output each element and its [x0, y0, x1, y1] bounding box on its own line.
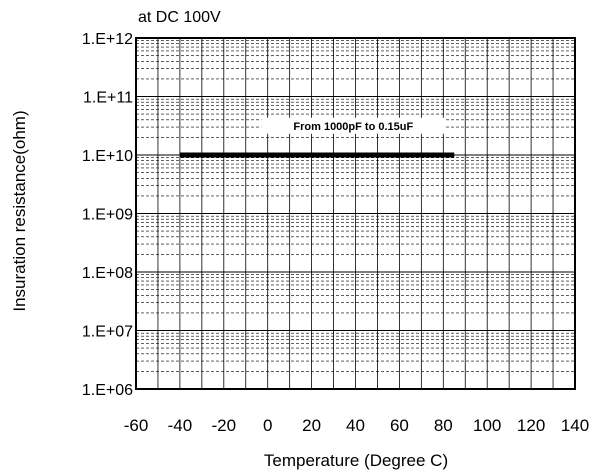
x-tick-label: 140	[561, 416, 589, 435]
annotation-label: From 1000pF to 0.15uF	[293, 121, 413, 133]
x-tick-label: 100	[473, 416, 501, 435]
y-tick-label: 1.E+07	[82, 324, 133, 341]
chart-title: at DC 100V	[138, 9, 221, 26]
x-tick-label: 40	[346, 416, 365, 435]
x-tick-label: 20	[302, 416, 321, 435]
y-tick-labels: 1.E+06 1.E+07 1.E+08 1.E+09 1.E+10 1.E+11 1.E+…	[82, 31, 133, 399]
x-tick-label: 120	[517, 416, 545, 435]
x-axis-label: Temperature (Degree C)	[264, 451, 448, 470]
x-tick-label: -40	[168, 416, 193, 435]
x-tick-label: 0	[263, 416, 272, 435]
plot-frame	[135, 37, 576, 390]
annotations: From 1000pF to 0.15uF	[261, 117, 446, 134]
y-tick-label: 1.E+11	[83, 90, 133, 107]
y-tick-label: 1.E+06	[82, 382, 133, 399]
x-tick-label: 80	[434, 416, 453, 435]
y-tick-label: 1.E+12	[82, 31, 133, 48]
x-tick-labels: -60 -40 -20 0 20 40 60 80 100 120 140	[124, 416, 589, 435]
y-tick-label: 1.E+10	[82, 148, 133, 165]
y-axis-label: Insuration resistance(ohm)	[10, 110, 29, 311]
annotation-background	[261, 117, 446, 134]
x-tick-label: -20	[212, 416, 237, 435]
x-tick-label: -60	[124, 416, 149, 435]
y-tick-label: 1.E+08	[82, 265, 133, 282]
minor-gridlines	[136, 40, 575, 372]
major-gridlines	[136, 37, 575, 390]
y-tick-label: 1.E+09	[82, 207, 133, 224]
x-tick-label: 60	[390, 416, 409, 435]
